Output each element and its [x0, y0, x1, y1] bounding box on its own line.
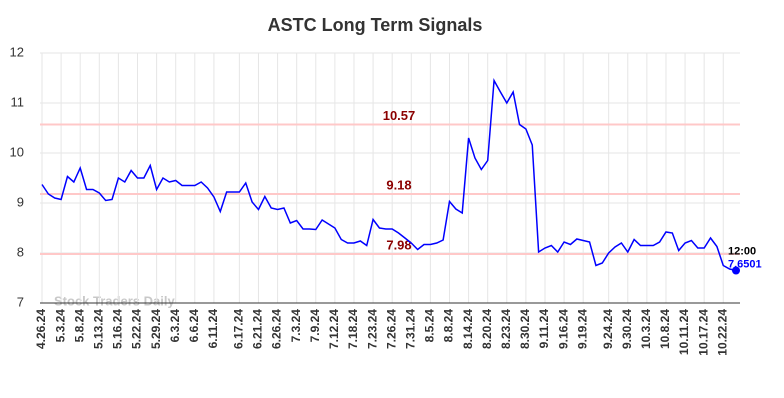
level-label: 9.18: [386, 177, 411, 192]
watermark: Stock Traders Daily: [54, 293, 175, 308]
last-point: [732, 266, 740, 275]
x-tick-label: 5.29.24: [149, 309, 163, 349]
x-tick-label: 9.19.24: [575, 309, 589, 349]
x-tick-label: 6.26.24: [270, 309, 284, 349]
x-tick-label: 8.8.24: [442, 309, 456, 343]
x-tick-label: 6.21.24: [251, 309, 265, 349]
x-tick-label: 9.16.24: [556, 309, 570, 349]
x-tick-label: 6.11.24: [206, 309, 220, 349]
x-tick-label: 9.11.24: [537, 309, 551, 349]
x-tick-label: 7.31.24: [403, 309, 417, 349]
x-tick-label: 8.23.24: [499, 309, 513, 349]
x-tick-label: 6.3.24: [168, 309, 182, 343]
y-tick-label: 11: [11, 94, 25, 109]
x-tick-label: 4.26.24: [34, 309, 48, 349]
x-tick-label: 10.8.24: [658, 309, 672, 349]
y-tick-label: 10: [10, 144, 24, 159]
x-tick-label: 6.17.24: [232, 309, 246, 349]
price-line: [41, 77, 737, 272]
y-tick-label: 9: [17, 194, 24, 209]
x-tick-label: 8.20.24: [480, 309, 494, 349]
level-label: 10.57: [383, 108, 416, 123]
last-time: 12:00: [728, 245, 756, 257]
y-tick-label: 7: [17, 294, 24, 309]
x-tick-label: 9.30.24: [620, 309, 634, 349]
level-label: 7.98: [386, 237, 411, 252]
x-tick-label: 10.3.24: [639, 309, 653, 349]
x-tick-label: 6.6.24: [187, 309, 201, 343]
x-tick-label: 8.5.24: [423, 309, 437, 343]
y-tick-label: 8: [17, 244, 24, 259]
x-tick-label: 8.30.24: [518, 309, 532, 349]
chart-title: ASTC Long Term Signals: [268, 15, 483, 35]
x-tick-label: 5.8.24: [72, 309, 86, 343]
x-tick-label: 5.3.24: [53, 309, 67, 343]
x-tick-label: 5.16.24: [111, 309, 125, 349]
x-tick-label: 10.17.24: [696, 309, 710, 356]
y-tick-label: 12: [10, 44, 24, 59]
x-tick-label: 5.13.24: [91, 309, 105, 349]
x-tick-label: 7.26.24: [384, 309, 398, 349]
x-tick-label: 9.24.24: [601, 309, 615, 349]
x-tick-label: 8.14.24: [461, 309, 475, 349]
x-tick-label: 10.22.24: [715, 309, 729, 356]
x-tick-label: 7.9.24: [308, 309, 322, 343]
last-value: 7.6501: [728, 258, 762, 270]
x-tick-label: 7.18.24: [346, 309, 360, 349]
x-tick-label: 7.12.24: [327, 309, 341, 349]
x-tick-label: 7.3.24: [289, 309, 303, 343]
x-tick-label: 5.22.24: [130, 309, 144, 349]
x-tick-label: 7.23.24: [365, 309, 379, 349]
x-tick-label: 10.11.24: [677, 309, 691, 355]
